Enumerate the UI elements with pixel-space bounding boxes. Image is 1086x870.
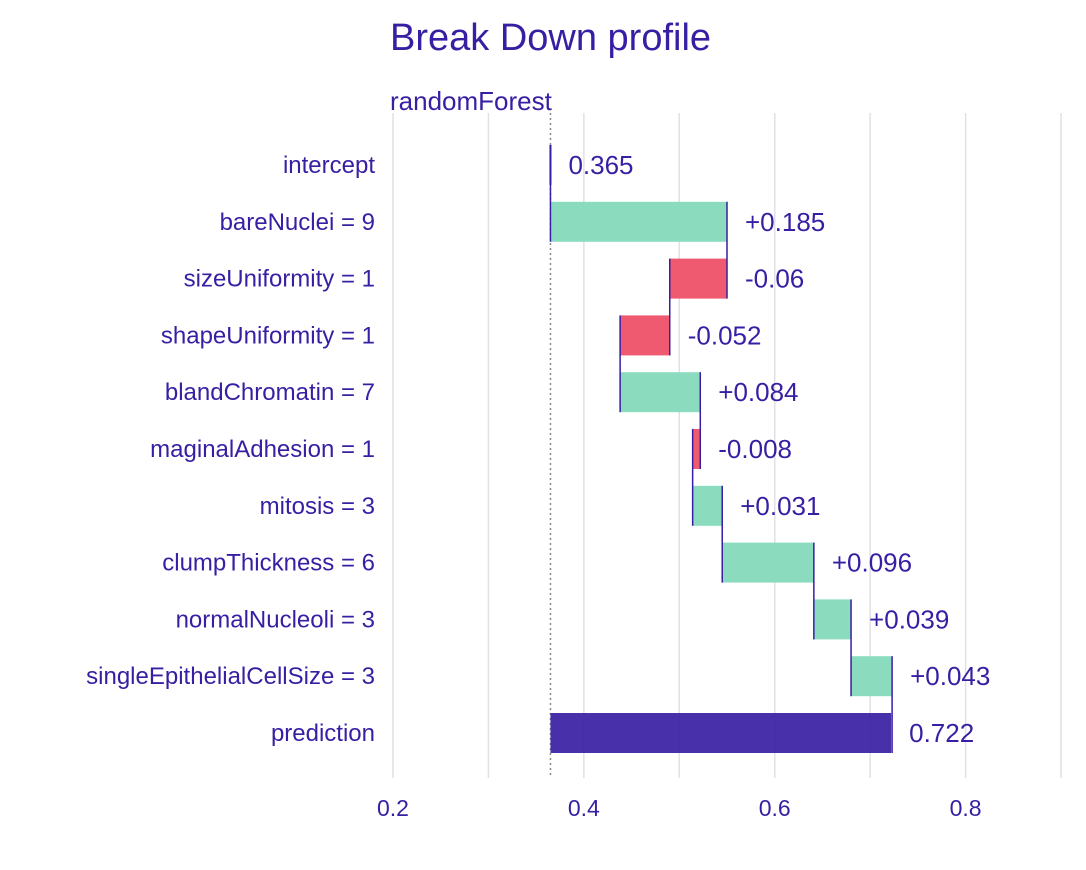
value-label: 0.722 xyxy=(909,718,974,748)
bar-positive xyxy=(813,599,852,640)
value-label: +0.031 xyxy=(740,491,820,521)
value-label: 0.365 xyxy=(568,150,633,180)
value-label: +0.039 xyxy=(869,604,949,634)
row-label: bareNuclei = 9 xyxy=(220,209,375,236)
chart-title: Break Down profile xyxy=(390,17,711,59)
row-label: mitosis = 3 xyxy=(260,493,375,520)
bar-prediction xyxy=(550,713,892,753)
row-label: prediction xyxy=(271,720,375,747)
bar-negative xyxy=(669,258,727,299)
x-tick-label: 0.2 xyxy=(377,795,409,821)
y-axis-labels: intercept bareNuclei = 9 sizeUniformity = … xyxy=(86,152,375,747)
bar-positive xyxy=(692,485,723,526)
row-label: singleEpithelialCellSize = 3 xyxy=(86,663,375,690)
row-label: normalNucleoli = 3 xyxy=(176,606,375,633)
bar-positive xyxy=(550,201,727,242)
row-label: blandChromatin = 7 xyxy=(165,379,375,406)
bars xyxy=(549,145,893,753)
value-label: -0.052 xyxy=(688,320,762,350)
value-label: +0.043 xyxy=(910,661,990,691)
bar-positive xyxy=(851,656,893,697)
value-labels: 0.365 +0.185 -0.06 -0.052 +0.084 -0.008 +0.031… xyxy=(568,150,990,748)
row-label: shapeUniformity = 1 xyxy=(161,322,375,349)
x-tick-label: 0.6 xyxy=(759,795,791,821)
value-label: +0.084 xyxy=(718,377,798,407)
bar-negative xyxy=(692,429,701,469)
value-label: -0.06 xyxy=(745,264,804,294)
bar-positive xyxy=(722,542,814,583)
chart-subtitle: randomForest xyxy=(390,86,553,116)
x-tick-label: 0.4 xyxy=(568,795,600,821)
value-label: +0.096 xyxy=(832,548,912,578)
bar-negative xyxy=(620,315,670,356)
x-tick-label: 0.8 xyxy=(950,795,982,821)
bar-positive xyxy=(620,372,701,413)
value-label: -0.008 xyxy=(718,434,792,464)
value-label: +0.185 xyxy=(745,207,825,237)
row-label: clumpThickness = 6 xyxy=(162,550,375,577)
connectors xyxy=(549,145,893,753)
row-label: maginalAdhesion = 1 xyxy=(150,436,375,463)
row-label: intercept xyxy=(283,152,375,179)
row-label: sizeUniformity = 1 xyxy=(184,266,375,293)
x-axis-ticks: 0.2 0.4 0.6 0.8 xyxy=(377,795,982,821)
